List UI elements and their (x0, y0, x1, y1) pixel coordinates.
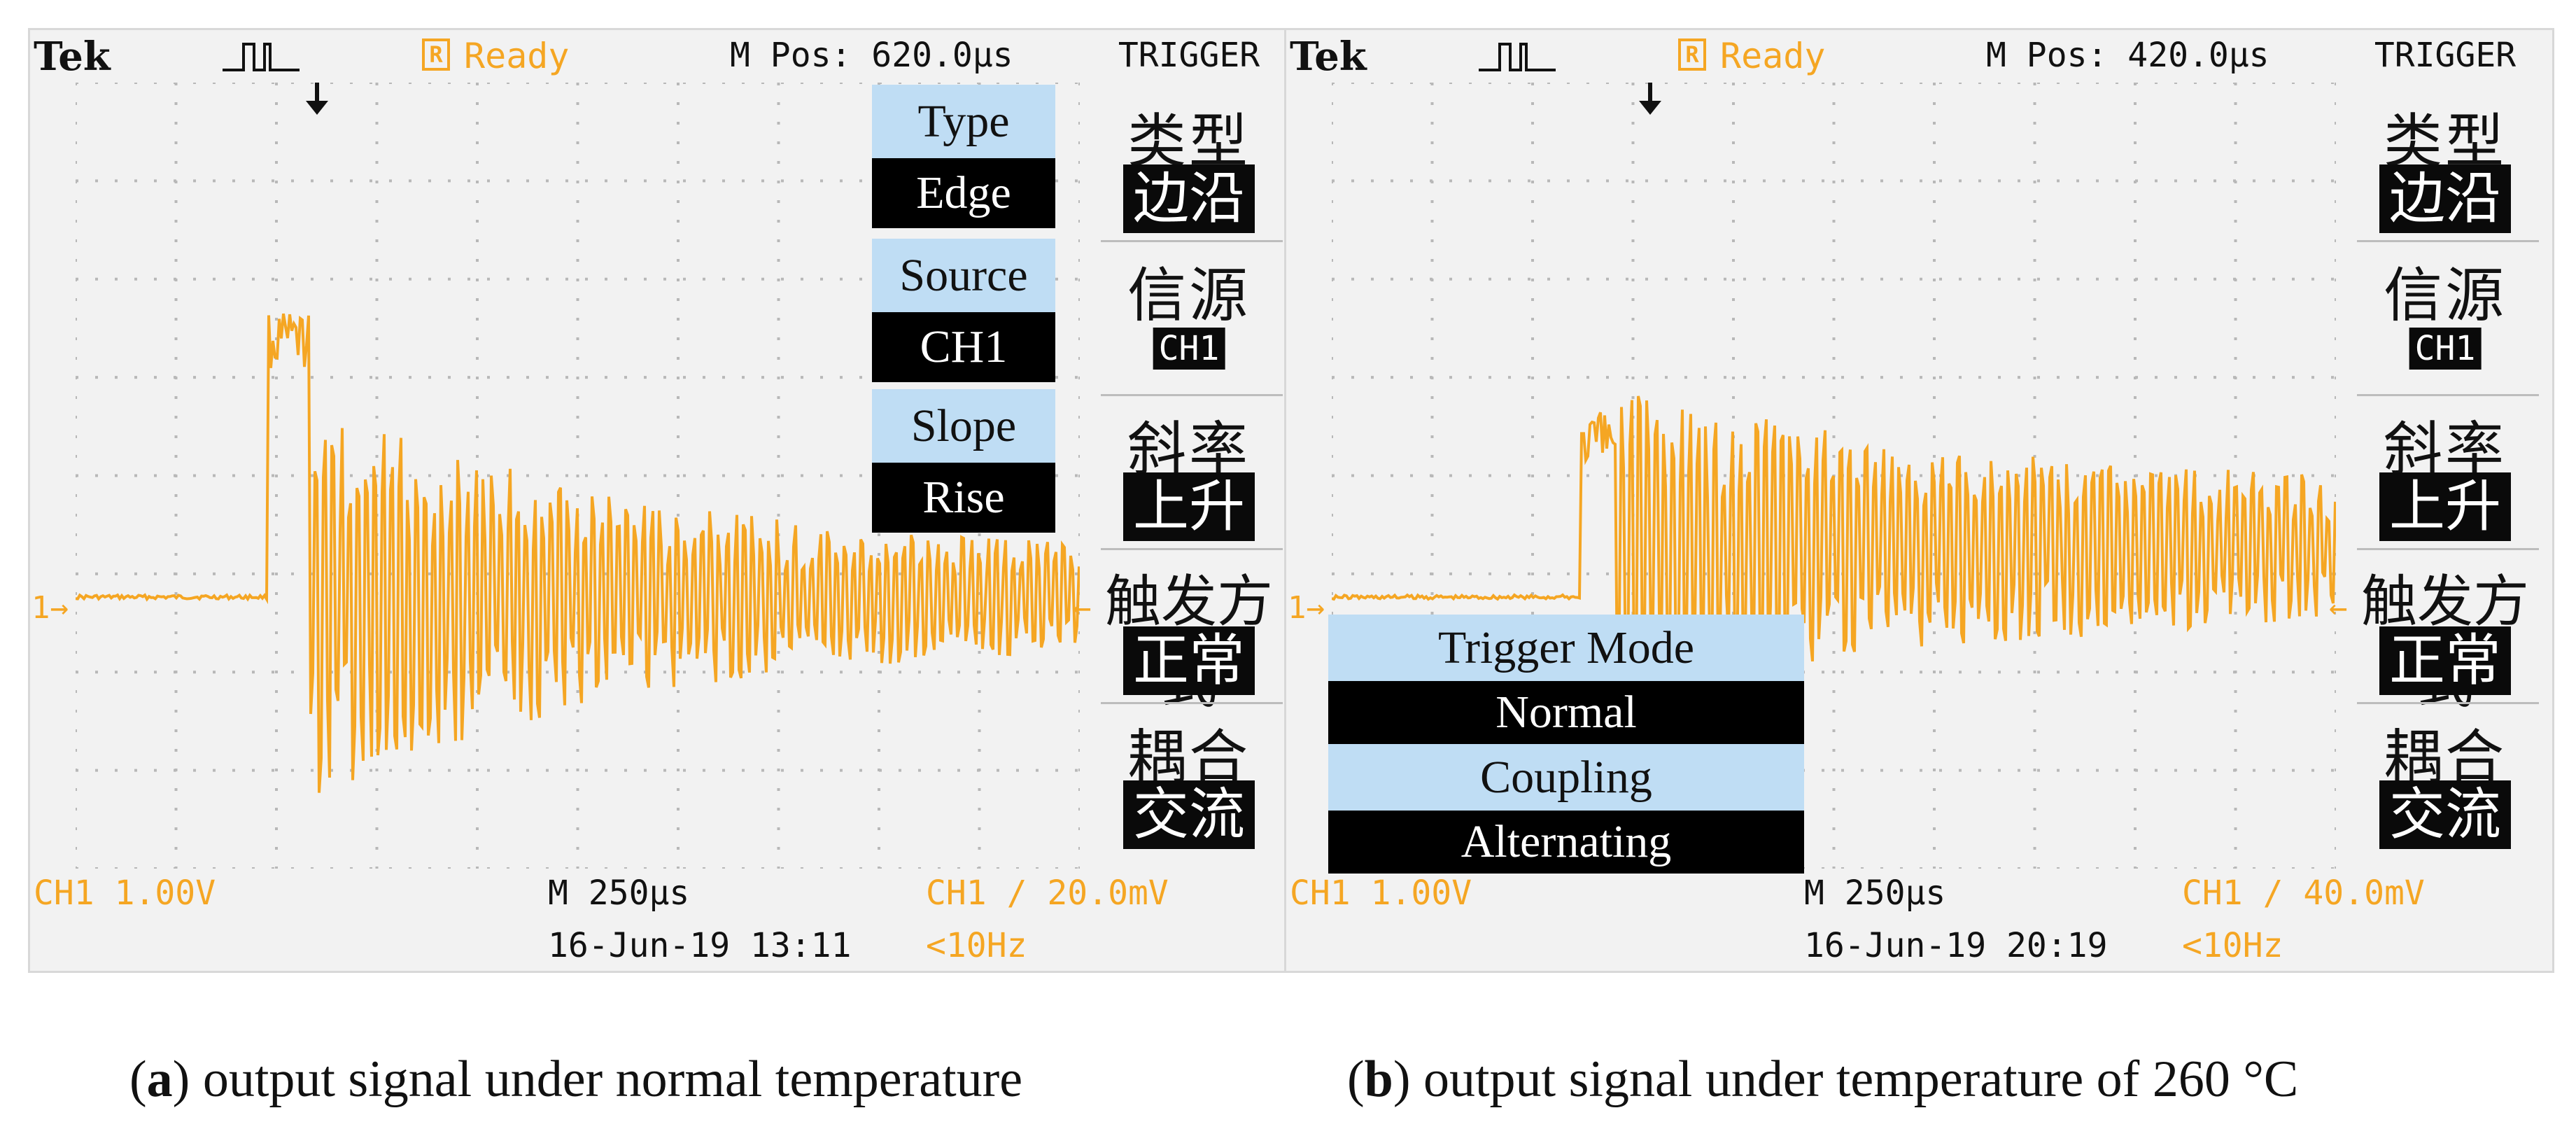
menu-label: 斜率 (1127, 415, 1251, 484)
caption-letter: a (146, 1051, 173, 1108)
divider (1101, 548, 1283, 550)
menu-value: 正常 (2379, 626, 2511, 695)
annotation-trigger-mode: Trigger Mode (1328, 615, 1804, 681)
divider (1101, 240, 1283, 242)
annotation-rise: Rise (872, 463, 1055, 533)
menu-label: 信源 (1127, 261, 1251, 330)
menu-label: 耦合 (2383, 723, 2507, 792)
caption-text: output signal under normal temperature (190, 1051, 1023, 1108)
menu-label: 类型 (2383, 107, 2507, 176)
datetime: 16-Jun-19 20:19 (1804, 926, 2108, 965)
caption-text: output signal under temperature of 260 °… (1410, 1051, 2299, 1108)
ground-level-marker: 1→ (31, 590, 69, 626)
ready-icon: R (1678, 38, 1706, 71)
annotation-edge: Edge (872, 158, 1055, 228)
caption-a: (a) output signal under normal temperatu… (129, 1051, 1023, 1108)
menu-item-type[interactable]: 类型 边沿 (2336, 86, 2554, 240)
caption-b: (b) output signal under temperature of 2… (1347, 1051, 2299, 1108)
menu-item-trigger-mode[interactable]: 触发方式 正常 (2336, 548, 2554, 715)
menu-value: 边沿 (2379, 164, 2511, 233)
menu-label: 斜率 (2383, 415, 2507, 484)
annotation-normal: Normal (1328, 681, 1804, 744)
trigger-position-icon (306, 83, 328, 115)
divider (1101, 702, 1283, 704)
menu-value: 交流 (1123, 780, 1255, 849)
trigger-frequency: <10Hz (926, 926, 1027, 965)
ready-icon: R (422, 38, 450, 71)
annotation-coupling: Coupling (1328, 744, 1804, 811)
brand-logo: Tek (1290, 34, 1367, 80)
menu-value: 上升 (2379, 472, 2511, 541)
ground-level-marker: 1→ (1288, 590, 1325, 626)
menu-item-source[interactable]: 信源 CH1 (2336, 240, 2554, 394)
menu-value: 边沿 (1123, 164, 1255, 233)
trigger-level-marker: ← (2329, 590, 2348, 626)
menu-value: 正常 (1123, 626, 1255, 695)
scope-screen-b: Tek R Ready M Pos: 420.0µs 1→ ← Trigger … (1284, 28, 2554, 973)
trigger-menu: TRIGGER 类型 边沿 信源 CH1 斜率 上升 触发方式 正常 耦合 交流 (2336, 30, 2554, 870)
status-bar: Tek R Ready M Pos: 420.0µs (1286, 30, 2336, 83)
menu-value: CH1 (1153, 328, 1225, 370)
menu-label: 信源 (2383, 261, 2507, 330)
annotation-ch1: CH1 (872, 312, 1055, 382)
menu-value: 上升 (1123, 472, 1255, 541)
menu-value: CH1 (2409, 328, 2482, 370)
trigger-level-marker: ← (1073, 590, 1092, 626)
brand-logo: Tek (34, 34, 111, 80)
divider (2357, 394, 2539, 396)
menu-item-coupling[interactable]: 耦合 交流 (2336, 702, 2554, 856)
waveform-trace (76, 313, 1080, 793)
waveform-trace (1332, 395, 2336, 686)
trigger-menu: TRIGGER 类型 边沿 信源 CH1 斜率 上升 触发方式 正常 耦合 交流 (1080, 30, 1298, 870)
annotation-slope: Slope (872, 389, 1055, 463)
menu-item-source[interactable]: 信源 CH1 (1080, 240, 1298, 394)
status-bar: Tek R Ready M Pos: 620.0µs (30, 30, 1080, 83)
waveform-grid (76, 83, 1080, 869)
menu-item-trigger-mode[interactable]: 触发方式 正常 (1080, 548, 1298, 715)
acquisition-status: Ready (1720, 36, 1826, 76)
pulse-icon (1479, 43, 1556, 71)
menu-title: TRIGGER (2374, 36, 2517, 75)
channel-scale: CH1 1.00V (34, 874, 216, 913)
readout-bar: CH1 1.00V M 250µs CH1 ∕ 40.0mV 16-Jun-19… (1286, 870, 2425, 975)
readout-bar: CH1 1.00V M 250µs CH1 ∕ 20.0mV 16-Jun-19… (30, 870, 1169, 975)
scope-screen-a: Tek R Ready M Pos: 620.0µs 1→ ← Type Edg… (28, 28, 1298, 973)
divider (2357, 548, 2539, 550)
annotation-type: Type (872, 85, 1055, 158)
menu-label: 耦合 (1127, 723, 1251, 792)
trigger-frequency: <10Hz (2182, 926, 2283, 965)
menu-title: TRIGGER (1118, 36, 1260, 75)
pulse-icon (223, 43, 300, 71)
trigger-position-icon (1639, 83, 1661, 115)
menu-value: 交流 (2379, 780, 2511, 849)
menu-label: 类型 (1127, 107, 1251, 176)
trigger-readout: CH1 ∕ 40.0mV (2182, 874, 2425, 913)
horizontal-position: M Pos: 620.0µs (730, 36, 1013, 75)
divider (1101, 394, 1283, 396)
acquisition-status: Ready (464, 36, 570, 76)
channel-scale: CH1 1.00V (1290, 874, 1472, 913)
menu-item-slope[interactable]: 斜率 上升 (2336, 394, 2554, 548)
divider (2357, 240, 2539, 242)
caption-letter: b (1364, 1051, 1393, 1108)
horizontal-position: M Pos: 420.0µs (1986, 36, 2269, 75)
datetime: 16-Jun-19 13:11 (548, 926, 852, 965)
annotation-source: Source (872, 239, 1055, 312)
trigger-readout: CH1 ∕ 20.0mV (926, 874, 1169, 913)
annotation-alternating: Alternating (1328, 811, 1804, 874)
timebase: M 250µs (1804, 874, 1946, 913)
divider (2357, 702, 2539, 704)
menu-item-coupling[interactable]: 耦合 交流 (1080, 702, 1298, 856)
menu-item-type[interactable]: 类型 边沿 (1080, 86, 1298, 240)
menu-item-slope[interactable]: 斜率 上升 (1080, 394, 1298, 548)
timebase: M 250µs (548, 874, 690, 913)
